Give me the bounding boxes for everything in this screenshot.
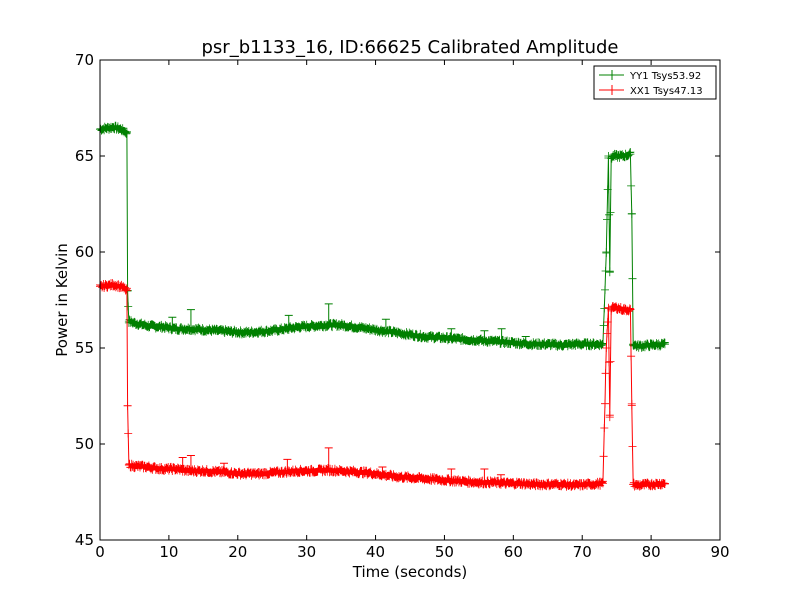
series-spike <box>324 447 333 471</box>
series-spike <box>283 458 292 472</box>
x-axis-title: Time (seconds) <box>352 563 468 581</box>
series-spike <box>186 455 195 471</box>
series-spike <box>178 456 187 470</box>
legend: YY1 Tsys53.92 XX1 Tsys47.13 <box>593 65 717 100</box>
x-tick-label: 40 <box>366 543 385 561</box>
x-tick-label: 30 <box>297 543 316 561</box>
y-tick-label: 45 <box>75 531 94 549</box>
series-spike <box>284 314 293 329</box>
y-axis-title: Power in Kelvin <box>53 243 71 357</box>
legend-label: XX1 Tsys47.13 <box>630 86 703 97</box>
plot-frame <box>99 59 721 541</box>
series-spike <box>480 330 489 341</box>
series-spike <box>447 328 456 339</box>
series-spike <box>324 303 333 325</box>
y-tick-label: 60 <box>75 243 94 261</box>
y-tick-label: 55 <box>75 339 94 357</box>
y-axis: 45 50 55 60 65 70 <box>75 51 720 549</box>
series-0 <box>96 121 669 352</box>
x-tick-label: 80 <box>642 543 661 561</box>
series-spike <box>521 335 530 344</box>
series-spike <box>447 468 456 481</box>
y-tick-label: 65 <box>75 147 94 165</box>
x-tick-label: 60 <box>504 543 523 561</box>
x-tick-label: 90 <box>710 543 729 561</box>
x-tick-label: 0 <box>95 543 105 561</box>
x-tick-label: 70 <box>573 543 592 561</box>
series-spike <box>168 316 177 329</box>
x-tick-label: 10 <box>159 543 178 561</box>
series-spike <box>480 468 489 483</box>
series-spike <box>381 318 390 332</box>
series-spike <box>186 309 195 329</box>
series-spike <box>497 328 506 342</box>
series-spike <box>496 474 505 483</box>
chart-title: psr_b1133_16, ID:66625 Calibrated Amplit… <box>202 37 619 58</box>
legend-marker <box>607 70 617 80</box>
x-tick-label: 20 <box>228 543 247 561</box>
legend-marker <box>607 85 617 95</box>
y-tick-label: 70 <box>75 51 94 69</box>
legend-box <box>593 65 717 100</box>
x-tick-label: 50 <box>435 543 454 561</box>
legend-label: YY1 Tsys53.92 <box>629 71 701 82</box>
y-tick-label: 50 <box>75 435 94 453</box>
series-spike <box>220 462 228 473</box>
x-axis: 0 10 20 30 40 50 60 70 80 90 <box>95 60 730 561</box>
series-spike <box>378 466 387 475</box>
